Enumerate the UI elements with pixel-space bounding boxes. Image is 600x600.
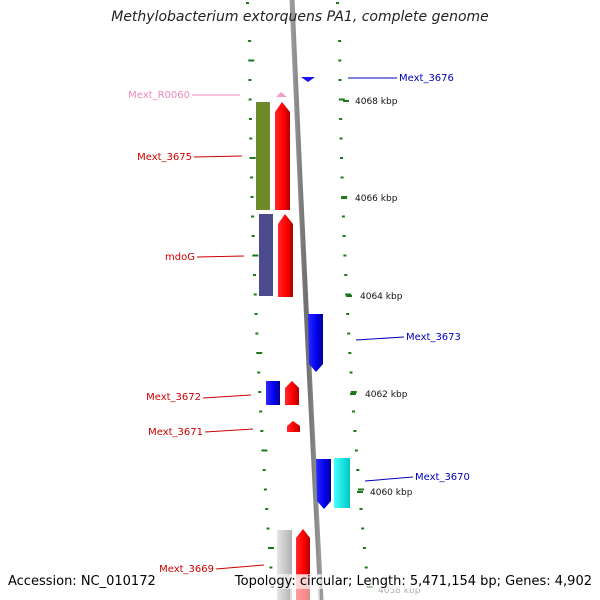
ring-dash (339, 118, 343, 120)
gene-arrow-mext-3676 (301, 77, 315, 82)
gene-label-group: Mext_3676 Mext_R0060 Mext_3675 mdoG Mext… (128, 73, 470, 575)
ring-dash (340, 157, 344, 159)
ring-dash (342, 235, 346, 237)
ring-dash (258, 391, 262, 393)
ring-dash (259, 410, 263, 413)
gene-label-mext-3673[interactable]: Mext_3673 (406, 332, 461, 343)
ring-dash (266, 527, 270, 530)
ring-dash (251, 215, 255, 218)
ring-dash (263, 488, 267, 491)
ring-dash (340, 176, 344, 179)
ring-dash (248, 59, 255, 62)
map-title: Methylobacterium extorquens PA1, complet… (111, 9, 489, 25)
backbone-line (289, 0, 324, 600)
ring-dash (253, 274, 257, 276)
ring-dash (249, 157, 256, 159)
gene-arrow-mext-3675 (275, 102, 290, 210)
ring-dash (356, 469, 360, 471)
tick-label-4066: 4066 kbp (355, 194, 398, 204)
ring-dash (260, 430, 264, 432)
ring-dash (338, 59, 342, 62)
ring-dash (341, 215, 345, 218)
ring-dash (248, 118, 252, 120)
ring-dash (267, 547, 274, 549)
gene-arrow-mext-3670 (316, 459, 331, 509)
gene-label-mext-3669[interactable]: Mext_3669 (159, 564, 214, 575)
genome-summary: Topology: circular; Length: 5,471,154 bp… (234, 574, 592, 589)
ring-dash (256, 352, 263, 354)
gene-arrow-mext-3672 (285, 381, 299, 405)
gene-block-mdog-navy (259, 214, 273, 296)
ring-dash (352, 410, 356, 413)
ring-dash (251, 235, 255, 237)
ring-dash (347, 332, 351, 335)
ring-dash (343, 254, 347, 257)
ring-dash (253, 293, 257, 296)
ring-dash (338, 79, 342, 81)
gene-block-mext-3670-cyan (334, 458, 350, 508)
ring-dash (346, 313, 350, 315)
ring-dash (339, 137, 343, 140)
gene-block-mext-3672-blue (266, 381, 280, 405)
ring-dash (248, 79, 252, 81)
tick-label-4060: 4060 kbp (370, 488, 413, 498)
gene-arrow-mext-3673 (308, 314, 323, 372)
ring-dash (248, 40, 252, 42)
ring-dash (262, 469, 266, 471)
gene-arrow-mext-r0060 (276, 92, 287, 97)
ring-dash (252, 254, 259, 257)
tick-label-4068: 4068 kbp (355, 97, 398, 107)
label-leaders (192, 77, 414, 570)
tick-label-4062: 4062 kbp (365, 390, 408, 400)
ring-dash (254, 313, 258, 315)
ring-dash (357, 488, 364, 491)
gene-arrow-mdog (278, 214, 293, 297)
gene-label-mdog[interactable]: mdoG (165, 252, 195, 263)
gene-label-mext-r0060[interactable]: Mext_R0060 (128, 90, 190, 101)
ring-dash (338, 98, 345, 101)
ring-dash (257, 371, 261, 374)
gene-label-mext-3671[interactable]: Mext_3671 (148, 427, 203, 438)
gene-label-mext-3675[interactable]: Mext_3675 (137, 152, 192, 163)
gene-arrow-mext-3671 (287, 421, 300, 432)
gene-label-mext-3676[interactable]: Mext_3676 (399, 73, 454, 84)
tick-label-4058: 4058 kbp (378, 586, 421, 596)
ring-dash (349, 371, 353, 374)
ring-dash (265, 508, 269, 510)
ring-dash (354, 449, 358, 452)
ring-dash (269, 566, 273, 569)
ring-dash (250, 196, 254, 198)
gene-label-mext-3672[interactable]: Mext_3672 (146, 392, 201, 403)
ring-dash (336, 2, 339, 4)
ring-dash (248, 98, 252, 101)
gene-block-mext-3669-grey (277, 530, 292, 600)
ring-dash (261, 449, 268, 452)
ring-dash (361, 527, 365, 530)
kbp-ticks: 4068 kbp 4066 kbp 4064 kbp 4062 kbp 4060… (341, 97, 421, 596)
ring-dash (362, 547, 366, 549)
ring-dash (255, 332, 259, 335)
ring-dash (249, 137, 253, 140)
ring-dash (353, 430, 357, 432)
ring-dash (338, 40, 342, 42)
ring-dash (350, 391, 357, 393)
gene-features (256, 77, 350, 600)
ring-dash (250, 176, 254, 179)
gene-label-mext-3670[interactable]: Mext_3670 (415, 472, 470, 483)
ring-dash (359, 508, 363, 510)
ring-dash (364, 566, 368, 569)
accession-label: Accession: NC_010172 (8, 574, 156, 589)
ring-dash (344, 274, 348, 276)
tick-label-4064: 4064 kbp (360, 292, 403, 302)
ring-dash (348, 352, 352, 354)
gene-block-mext-3675-green (256, 102, 270, 210)
ring-dash (246, 2, 249, 4)
ring-dash (345, 293, 352, 296)
